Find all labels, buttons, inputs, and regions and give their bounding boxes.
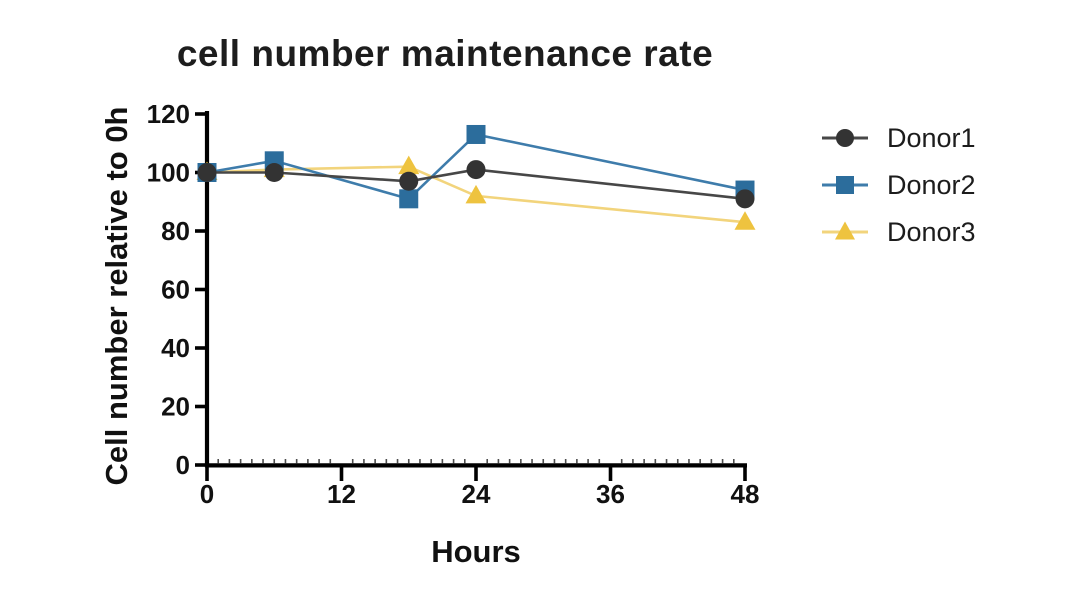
triangle-marker-icon <box>822 221 868 240</box>
y-tick-label: 120 <box>147 99 190 129</box>
legend-item-label: Donor1 <box>887 122 976 153</box>
y-tick-label: 20 <box>161 392 190 422</box>
legend-item-label: Donor2 <box>887 169 976 200</box>
legend-item-donor1: Donor1 <box>821 123 976 153</box>
legend: Donor1 Donor2 Donor3 <box>821 123 976 264</box>
series-donor1-circle-marker-icon <box>735 189 755 209</box>
legend-item-donor3: Donor3 <box>821 217 976 247</box>
square-marker-icon <box>822 176 868 194</box>
x-tick-label: 12 <box>327 479 356 509</box>
series-donor1-circle-marker-icon <box>197 163 217 182</box>
x-tick-label: 24 <box>462 479 491 509</box>
y-tick-label: 40 <box>161 333 190 363</box>
x-tick-label: 0 <box>200 479 214 509</box>
x-tick-label: 36 <box>596 479 625 509</box>
series-donor1-circle-marker-icon <box>399 171 419 191</box>
x-axis-title: Hours <box>431 534 521 569</box>
series-donor1-circle-marker-icon <box>466 160 486 180</box>
legend-item-donor2: Donor2 <box>821 170 976 200</box>
y-tick-label: 0 <box>176 450 190 480</box>
series-donor1-circle-marker-icon <box>264 163 284 182</box>
circle-marker-icon <box>822 129 868 147</box>
legend-item-label: Donor3 <box>887 216 976 247</box>
series-donor3-triangle-marker-icon <box>734 211 756 230</box>
series-donor2-square-marker-icon <box>399 189 419 209</box>
series-donor3-triangle-marker-icon <box>465 184 487 204</box>
x-tick-label: 48 <box>731 479 760 509</box>
y-tick-label: 80 <box>161 216 190 246</box>
y-tick-label: 60 <box>161 275 190 305</box>
chart-title: cell number maintenance rate <box>176 33 714 74</box>
y-tick-label: 100 <box>147 158 190 188</box>
series-donor3-triangle-marker-icon <box>398 155 420 175</box>
series-donor2-square-marker-icon <box>466 124 486 144</box>
